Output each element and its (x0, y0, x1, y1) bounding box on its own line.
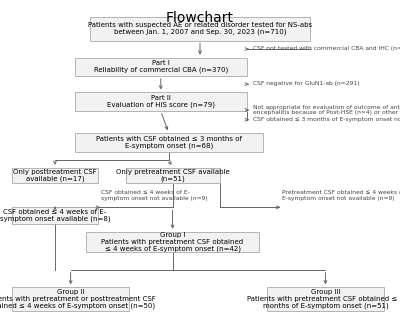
Text: Patients with suspected AE or related disorder tested for NS-abs
between Jan. 1,: Patients with suspected AE or related di… (88, 22, 312, 35)
Text: Group I
Patients with pretreatment CSF obtained
≤ 4 weeks of E-symptom onset (n=: Group I Patients with pretreatment CSF o… (102, 232, 244, 252)
Text: CSF negative for GluN1-ab (n=291): CSF negative for GluN1-ab (n=291) (253, 81, 360, 86)
Text: Only pretreatment CSF available
(n=51): Only pretreatment CSF available (n=51) (116, 168, 230, 182)
FancyBboxPatch shape (12, 287, 130, 311)
Text: Not appropriate for evaluation of outcome of anti-NMDAR
encephalitis because of : Not appropriate for evaluation of outcom… (253, 105, 400, 115)
FancyBboxPatch shape (74, 133, 263, 152)
FancyBboxPatch shape (86, 232, 259, 252)
Text: Pretreatment CSF obtained ≤ 4 weeks of
E-symptom onset not available (n=9): Pretreatment CSF obtained ≤ 4 weeks of E… (282, 190, 400, 201)
Text: Group II
Patients with pretreatment or posttreatment CSF
obtained ≤ 4 weeks of E: Group II Patients with pretreatment or p… (0, 289, 156, 309)
FancyBboxPatch shape (12, 207, 98, 224)
Text: CSF obtained ≤ 4 weeks of E-
symptom onset not available (n=9): CSF obtained ≤ 4 weeks of E- symptom ons… (101, 190, 208, 201)
FancyBboxPatch shape (74, 58, 247, 76)
Text: CSF obtained ≤ 4 weeks of E-
symptom onset available (n=8): CSF obtained ≤ 4 weeks of E- symptom ons… (0, 209, 110, 222)
Text: CSF obtained ≤ 3 months of E-symptom onset not available (n=3): CSF obtained ≤ 3 months of E-symptom ons… (253, 117, 400, 122)
Text: Flowchart: Flowchart (166, 11, 234, 25)
FancyBboxPatch shape (90, 17, 310, 40)
Text: Only posttreatment CSF
available (n=17): Only posttreatment CSF available (n=17) (13, 168, 97, 182)
FancyBboxPatch shape (12, 168, 98, 183)
Text: CSF not tested with commercial CBA and IHC (n=340): CSF not tested with commercial CBA and I… (253, 46, 400, 51)
FancyBboxPatch shape (126, 168, 220, 183)
FancyBboxPatch shape (267, 287, 384, 311)
Text: Group III
Patients with pretreatment CSF obtained ≤ 3
months of E-symptom onset : Group III Patients with pretreatment CSF… (247, 289, 400, 309)
Text: Part II
Evaluation of HIS score (n=79): Part II Evaluation of HIS score (n=79) (107, 95, 215, 109)
Text: Part I
Reliability of commercial CBA (n=370): Part I Reliability of commercial CBA (n=… (94, 60, 228, 74)
Text: Patients with CSF obtained ≤ 3 months of
E-symptom onset (n=68): Patients with CSF obtained ≤ 3 months of… (96, 135, 242, 149)
FancyBboxPatch shape (74, 92, 247, 111)
